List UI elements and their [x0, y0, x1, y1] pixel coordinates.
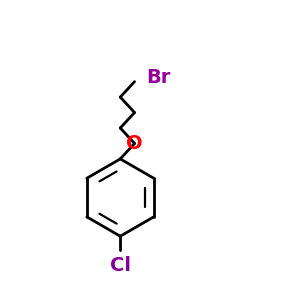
Text: Br: Br [146, 68, 171, 87]
Text: Cl: Cl [110, 256, 131, 274]
Text: O: O [126, 134, 143, 153]
